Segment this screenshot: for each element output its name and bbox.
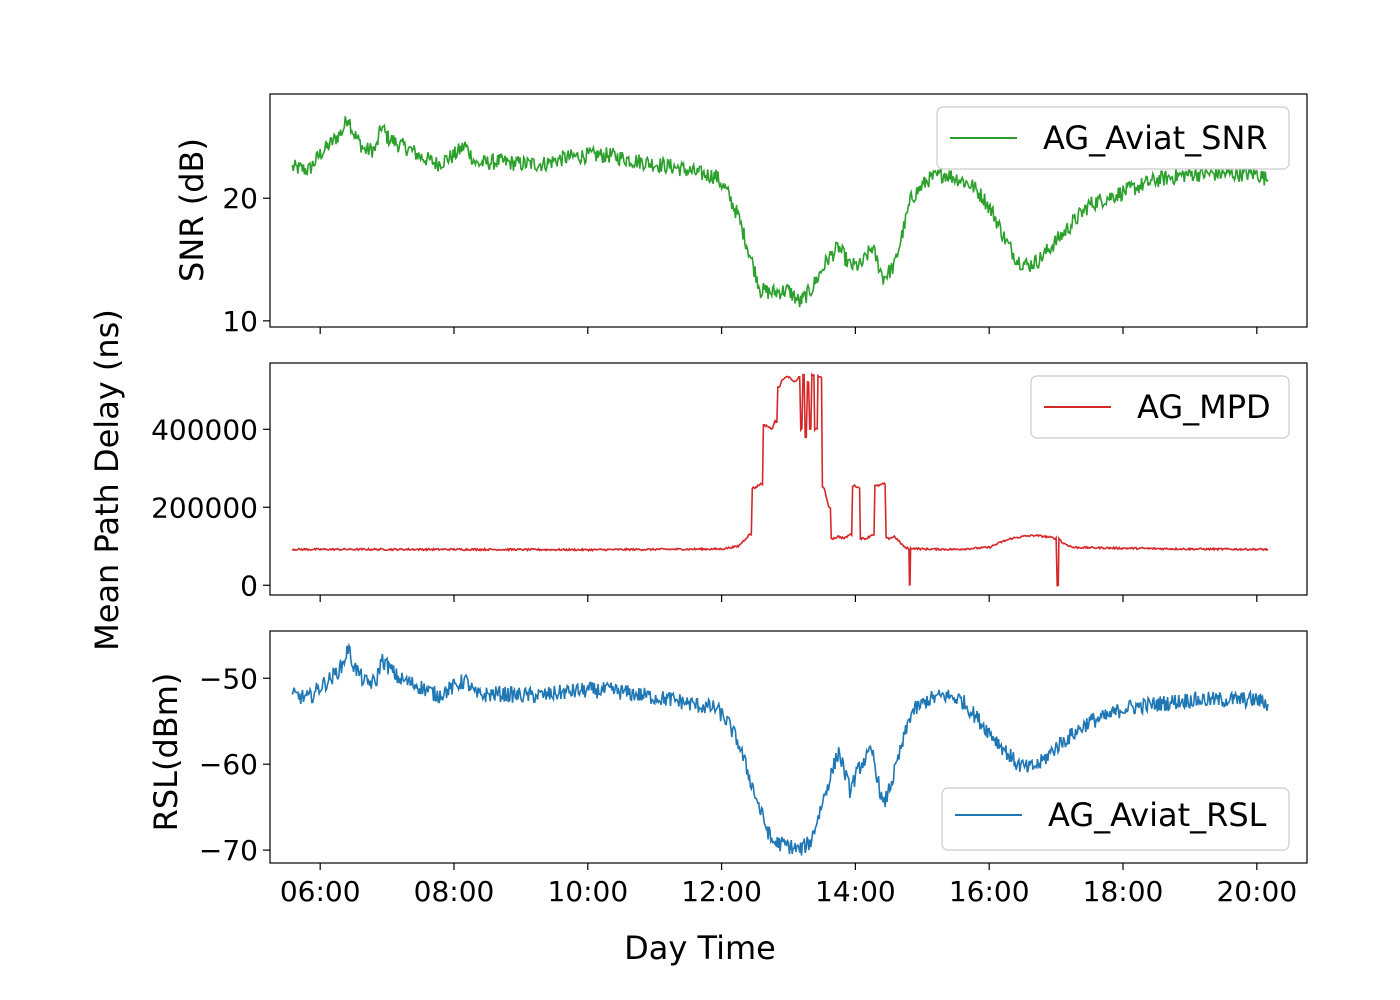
x-axis-label: Day Time [624,929,776,967]
mpd-legend: AG_MPD [1030,375,1290,439]
mpd-plot-area [291,372,1269,587]
rsl-panel: RSL(dBm) AG_Aviat_RSL [147,630,1308,864]
snr-legend-label: AG_Aviat_SNR [1043,119,1268,157]
mpd-series-line [291,372,1269,587]
rsl-legend-box [941,787,1290,851]
mpd-panel: AG_MPD [269,362,1308,596]
mpd-shared-ylabel: Mean Path Delay (ns) [88,309,126,651]
mpd-legend-label: AG_MPD [1137,388,1271,426]
mpd-ytick-label: 0 [240,569,258,602]
xtick-label: 06:00 [280,875,361,908]
mpd-ytick-label: 400000 [151,413,258,446]
rsl-legend: AG_Aviat_RSL [941,787,1290,851]
rsl-ylabel: RSL(dBm) [147,673,185,832]
snr-legend: AG_Aviat_SNR [936,106,1290,170]
rsl-plot-area [291,642,1269,856]
snr-panel: SNR (dB) AG_Aviat_SNR [173,93,1308,328]
xtick-label: 20:00 [1216,875,1297,908]
rsl-legend-label: AG_Aviat_RSL [1048,796,1267,834]
x-axis-ticks: 06:00 08:00 10:00 12:00 14:00 16:00 18:00 20:00 [280,327,1297,908]
rsl-plot-frame [269,630,1308,864]
rsl-ytick-label: −70 [199,834,258,867]
snr-ylabel: SNR (dB) [173,138,211,282]
xtick-label: 18:00 [1083,875,1164,908]
xtick-label: 08:00 [414,875,495,908]
rsl-series-line [291,642,1269,856]
xtick-label: 16:00 [949,875,1030,908]
snr-plot-frame [269,93,1308,328]
mpd-ytick-label: 200000 [151,491,258,524]
rsl-ytick-label: −60 [199,748,258,781]
xtick-label: 12:00 [681,875,762,908]
snr-legend-box [936,106,1290,170]
y-axis-ticks: 10 20 0 200000 400000 −70 −60 −50 [151,182,270,867]
snr-ytick-label: 10 [222,305,258,338]
mpd-legend-box [1030,375,1290,439]
snr-ytick-label: 20 [222,182,258,215]
snr-plot-area [291,116,1269,308]
rsl-ytick-label: −50 [199,662,258,695]
snr-series-line [291,116,1269,308]
mpd-plot-frame [269,362,1308,596]
xtick-label: 10:00 [547,875,628,908]
xtick-label: 14:00 [815,875,896,908]
